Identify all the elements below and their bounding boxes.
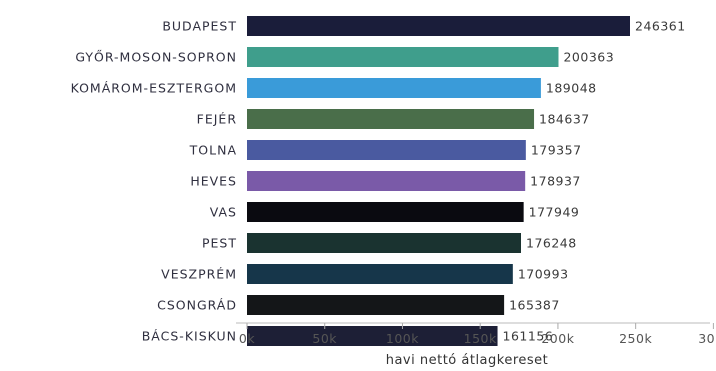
value-label: 184637 — [539, 112, 590, 127]
category-label: CSONGRÁD — [157, 298, 237, 313]
category-label: BÁCS-KISKUN — [142, 329, 237, 344]
x-tick-label: 30... — [698, 331, 716, 346]
bar — [247, 295, 505, 315]
bar — [247, 47, 559, 67]
category-label: PEST — [202, 236, 237, 251]
category-label: FEJÉR — [197, 112, 237, 127]
category-label: VESZPRÉM — [161, 267, 237, 282]
value-label: 161156 — [503, 329, 554, 344]
value-label: 179357 — [531, 143, 582, 158]
bar — [247, 109, 535, 129]
bar — [247, 264, 513, 284]
bar — [247, 171, 526, 191]
bar — [247, 78, 541, 98]
value-label: 165387 — [509, 298, 560, 313]
x-tick-label: 50k — [312, 331, 337, 346]
category-label: GYŐR-MOSON-SOPRON — [75, 50, 237, 65]
bar — [247, 233, 522, 253]
category-label: VAS — [210, 205, 237, 220]
category-label: BUDAPEST — [162, 19, 237, 34]
category-label: KOMÁROM-ESZTERGOM — [71, 81, 237, 96]
x-axis-ticks: 0k 50k 100k 150k 200k 250k 30... — [239, 323, 716, 346]
bar — [247, 202, 524, 222]
x-tick-label: 150k — [464, 331, 497, 346]
bar — [247, 140, 526, 160]
value-label: 176248 — [526, 236, 577, 251]
value-label: 200363 — [563, 50, 614, 65]
category-label: HEVES — [190, 174, 237, 189]
x-tick-label: 250k — [619, 331, 652, 346]
value-label: 170993 — [518, 267, 569, 282]
x-axis-title: havi nettó átlagkereset — [386, 353, 549, 368]
value-label: 189048 — [546, 81, 597, 96]
x-tick-label: 100k — [386, 331, 419, 346]
bars-group: BUDAPEST 246361 GYŐR-MOSON-SOPRON 200363 KOM… — [71, 16, 686, 346]
category-label: TOLNA — [189, 143, 237, 158]
value-label: 246361 — [635, 19, 686, 34]
bar — [247, 16, 630, 36]
bar — [247, 326, 498, 346]
x-tick-label: 0k — [239, 331, 255, 346]
value-label: 178937 — [530, 174, 581, 189]
x-tick-label: 200k — [541, 331, 574, 346]
value-label: 177949 — [529, 205, 580, 220]
